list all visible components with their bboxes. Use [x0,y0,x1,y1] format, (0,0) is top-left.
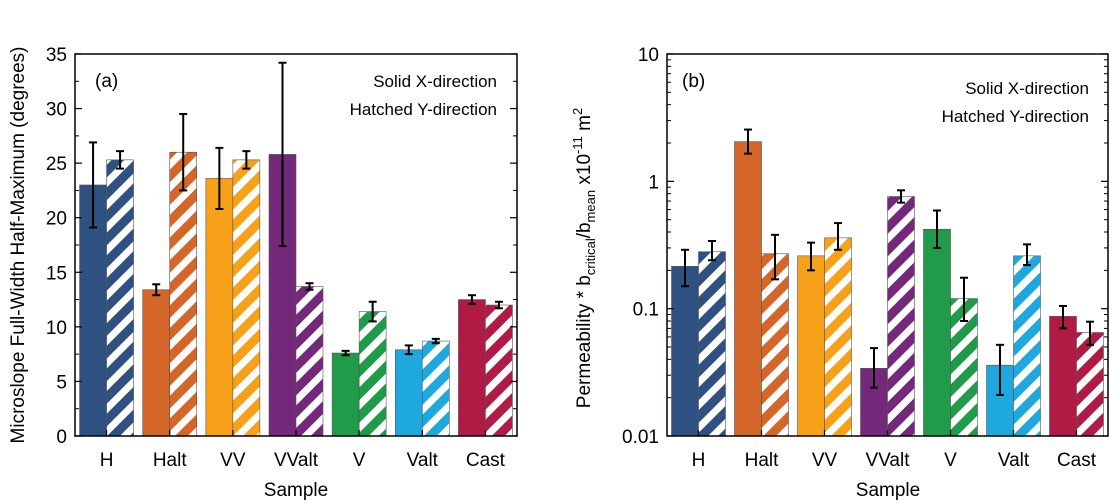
bar-y-h [106,159,134,437]
y-tick-label: 0 [56,427,67,448]
bar-y-cast [1076,332,1104,437]
bar-x-cast [1049,316,1077,437]
x-tick-label: Valt [998,450,1030,471]
bar-y-halt [169,151,198,437]
y-title-b-main: Permeability * b [574,275,595,408]
y-tick-label: 35 [46,45,67,66]
x-tick-label: Valt [407,450,439,471]
error-bars-group-b [681,128,1094,396]
bar-x-halt [734,141,762,437]
x-tick-label: VV [220,450,246,471]
x-tick-label: Cast [1057,450,1097,471]
y-tick-label: 10 [638,45,659,66]
y-tick-label: 20 [46,209,67,230]
x-tick-label: Cast [466,450,506,471]
x-tick-label: VValt [274,450,319,471]
panel-label-a: (a) [95,71,118,92]
bar-x-v [331,352,360,437]
bar-y-vvalt [887,196,915,437]
bar-y-cast [485,304,513,437]
y-title-b-sub1: critical [583,238,598,275]
bar-y-h [698,251,726,437]
bar-y-vvalt [295,286,324,437]
y-tick-label: 30 [46,100,67,121]
bar-x-h [671,266,699,437]
x-tick-label: H [692,450,706,471]
bar-y-halt [761,253,789,437]
x-tick-label: V [353,450,366,471]
bar-y-valt [421,340,450,437]
bar-x-v [923,229,951,437]
legend-solid-b: Solid X-direction [965,79,1089,98]
panel-label-b: (b) [682,71,705,92]
legend-solid-a: Solid X-direction [373,72,497,91]
bar-y-vv [824,237,852,437]
error-bars-group-a [89,61,503,357]
x-tick-label: VV [812,450,838,471]
y-title-b-sup1: -11 [570,136,585,154]
x-tick-label: H [100,450,114,471]
y-title-b-unit: m [574,115,595,136]
y-axis-title-a: Microslope Full-Width Half-Maximum (degr… [8,47,29,444]
y-title-b-mid: /b [574,222,595,238]
x-axis-title-b: Sample [856,480,920,501]
x-tick-label: Halt [153,450,188,471]
bars-group-a [79,151,513,437]
x-tick-label: VValt [865,450,910,471]
x-axis-title-a: Sample [264,480,328,501]
y-tick-label: 0.01 [622,427,659,448]
legend-hatched-a: Hatched Y-direction [350,100,497,119]
bar-y-valt [1013,255,1041,437]
bar-x-vv [797,255,825,437]
y-tick-label: 0.1 [633,300,659,321]
bar-y-v [358,311,387,437]
x-tick-label: Halt [745,450,780,471]
bar-x-valt [394,349,423,437]
y-tick-label: 25 [46,154,67,175]
y-title-b-sup2: 2 [570,108,585,115]
plot-frame-a [74,53,518,437]
bar-x-cast [458,299,486,437]
bar-x-vv [205,178,234,437]
plot-frame-b [666,53,1109,437]
y-title-b-tail: x10 [574,154,595,190]
x-tick-label: V [944,450,957,471]
y-tick-label: 10 [46,318,67,339]
y-title-b-sub2: mean [583,190,598,223]
y-tick-label: 1 [648,172,659,193]
bar-x-halt [142,289,171,437]
legend-hatched-b: Hatched Y-direction [942,107,1089,126]
y-tick-label: 15 [46,263,67,284]
bar-y-vv [232,159,261,437]
bars-group-b [671,141,1104,437]
y-tick-label: 5 [56,372,67,393]
y-axis-title-b: Permeability * bcritical/bmean x10-11 m2 [570,108,598,408]
